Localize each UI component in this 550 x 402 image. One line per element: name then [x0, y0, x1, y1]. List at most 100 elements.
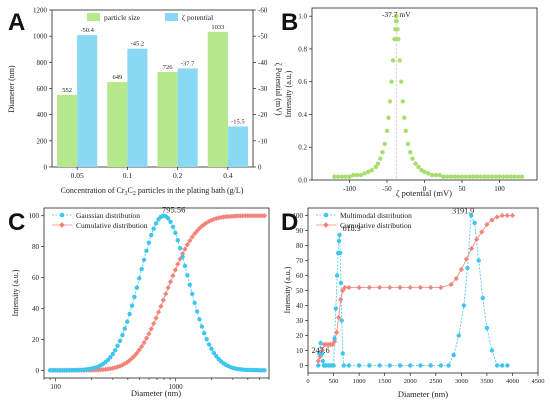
- gaussian-point-c: [139, 266, 144, 272]
- data-point-b: [459, 174, 465, 179]
- data-point-b: [402, 115, 407, 120]
- legend-swatch-zeta-potential: [165, 13, 178, 21]
- data-point-b: [354, 172, 360, 178]
- gaussian-point-c: [199, 324, 205, 329]
- x-tick-label-d: 1500: [378, 378, 391, 385]
- data-point-b: [332, 174, 337, 179]
- gaussian-point-c: [117, 338, 123, 344]
- y-tick-label-c: 80: [32, 243, 40, 251]
- gaussian-point-c: [110, 351, 115, 357]
- y-tick-label-a: 1000: [33, 33, 48, 41]
- data-point-b: [384, 128, 390, 134]
- data-point-b: [378, 156, 383, 161]
- x-tick-label-d: 2500: [429, 378, 442, 385]
- cumulative-point-c: [114, 364, 121, 370]
- data-point-b: [394, 18, 399, 24]
- gaussian-point-c: [185, 273, 190, 278]
- y-tick-label-c: 0: [36, 367, 40, 375]
- data-point-b: [389, 79, 394, 84]
- legend-marker-cumulative-d: [323, 222, 329, 228]
- plot-frame-b: [311, 7, 538, 181]
- cumulative-point-d: [509, 212, 516, 219]
- bar-label-zeta-potential: -15.5: [231, 118, 245, 125]
- data-point-b: [448, 174, 453, 179]
- legend-label-cumulative-d: Cumulative distribution: [340, 221, 412, 230]
- bar-zeta-potential: [227, 126, 248, 167]
- y-tick-label-d: 70: [296, 257, 304, 265]
- data-point-b: [416, 164, 421, 170]
- y2-tick-label-a: -40: [258, 59, 268, 67]
- data-point-b: [347, 174, 352, 179]
- x-tick-label-d: 3000: [455, 378, 468, 385]
- cumulative-point-c: [261, 213, 268, 219]
- cumulative-point-c: [136, 347, 142, 353]
- legend-label-particle-size: particle size: [104, 13, 141, 22]
- data-point-b: [456, 174, 461, 179]
- multimodal-point-d: [505, 363, 510, 368]
- gaussian-point-c: [129, 303, 135, 308]
- data-point-b: [467, 174, 472, 179]
- data-point-b: [380, 149, 385, 155]
- multimodal-point-d: [461, 303, 467, 308]
- y-tick-label-d: 60: [296, 272, 304, 280]
- cumulative-point-d: [484, 221, 490, 228]
- multimodal-point-d: [316, 363, 321, 368]
- legend-marker-multimodal: [323, 212, 329, 218]
- cumulative-point-d: [315, 358, 321, 364]
- panel-label-d: D: [281, 209, 298, 236]
- gaussian-point-c: [112, 348, 118, 353]
- bar-label-particle-size: 649: [112, 74, 122, 81]
- bar-particle-size: [207, 31, 228, 167]
- y2-tick-label-a: -50: [258, 33, 268, 41]
- cumulative-point-c: [134, 350, 140, 356]
- plot-frame-c: [43, 207, 270, 379]
- gaussian-point-c: [122, 326, 127, 331]
- data-point-b: [501, 174, 506, 179]
- data-point-b: [413, 161, 418, 166]
- multimodal-point-d: [338, 250, 343, 256]
- x-tick-label-a: 0.05: [71, 171, 84, 180]
- multimodal-point-d: [468, 213, 474, 218]
- cumulative-point-c: [124, 359, 130, 365]
- data-point-b: [394, 13, 399, 19]
- cumulative-point-c: [117, 363, 123, 369]
- cumulative-point-c: [179, 251, 186, 257]
- multimodal-point-d: [336, 238, 342, 244]
- cumulative-point-c: [151, 321, 157, 327]
- bar-particle-size: [57, 94, 78, 167]
- panel-label-c: C: [8, 209, 25, 236]
- cumulative-point-d: [387, 284, 393, 291]
- x-tick-label-b: 0: [423, 185, 427, 193]
- multimodal-point-d: [446, 363, 451, 368]
- cumulative-point-d: [463, 256, 470, 262]
- multimodal-point-d: [456, 333, 461, 338]
- cumulative-point-d: [468, 245, 475, 252]
- legend-swatch-particle-size: [87, 13, 100, 21]
- data-point-b: [504, 174, 510, 179]
- gaussian-point-c: [127, 311, 132, 317]
- x-tick-label-b: 100: [494, 185, 505, 193]
- gaussian-point-c: [144, 248, 149, 254]
- x-tick-label-a: 0.2: [173, 171, 183, 180]
- gaussian-point-c: [194, 309, 200, 314]
- gaussian-point-c: [115, 343, 120, 349]
- gaussian-point-c: [170, 224, 176, 230]
- gaussian-point-c: [175, 237, 180, 243]
- gaussian-point-c: [206, 342, 212, 347]
- gaussian-point-c: [173, 230, 178, 236]
- data-point-b: [429, 172, 435, 178]
- x-tick-label-a: 0.1: [123, 171, 133, 180]
- y2-tick-label-a: -60: [258, 7, 268, 15]
- y-tick-label-d: 0: [300, 362, 304, 370]
- data-point-b: [362, 171, 367, 176]
- panel-c: 100 1000 0 20 40 60 80 100 795.56 Gaussian dist…: [11, 205, 270, 398]
- cumulative-point-d: [397, 284, 403, 291]
- cumulative-point-c: [105, 366, 111, 372]
- cumulative-point-d: [494, 214, 500, 220]
- data-point-b: [489, 174, 495, 179]
- multimodal-line-d: [317, 215, 508, 366]
- gaussian-point-c: [149, 232, 154, 238]
- y2-axis-title-a: ζ Potential (mV): [274, 62, 283, 115]
- cumulative-point-d: [407, 284, 413, 291]
- gaussian-point-c: [187, 282, 193, 288]
